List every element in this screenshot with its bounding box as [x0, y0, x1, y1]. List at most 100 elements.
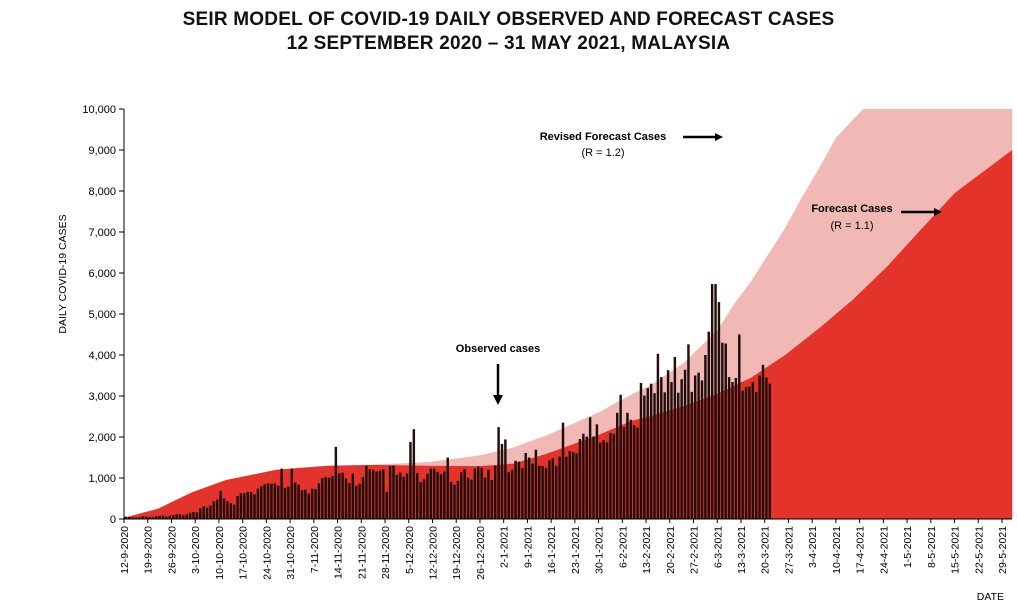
observed-bar [205, 507, 209, 519]
x-tick-label: 17-10-2020 [238, 526, 250, 580]
observed-bar [348, 482, 351, 519]
observed-bar [653, 393, 656, 519]
forecast-areas [124, 109, 1013, 519]
observed-bar [521, 468, 524, 519]
observed-bar [297, 484, 300, 519]
observed-bar [256, 488, 260, 519]
observed-bar [436, 471, 439, 519]
x-tick-label: 24-4-2021 [878, 526, 890, 574]
observed-bar [354, 485, 358, 519]
observed-bar [195, 512, 199, 519]
observed-bar [321, 478, 324, 519]
observed-bar [449, 482, 453, 519]
observed-bar [209, 505, 212, 519]
observed-bar [477, 466, 480, 519]
observed-bar [287, 486, 290, 519]
observed-bar [629, 419, 633, 519]
observed-bar [585, 436, 588, 519]
observed-bar [138, 517, 141, 519]
y-tick-label: 3,000 [88, 391, 116, 403]
x-tick-label: 7-11-2020 [309, 526, 321, 573]
observed-bar [656, 353, 660, 519]
x-tick-label: 8-5-2021 [926, 526, 938, 568]
observed-bar [480, 467, 483, 519]
observed-bar [229, 503, 232, 519]
observed-bar [622, 427, 626, 519]
observed-bar [134, 517, 138, 519]
observed-bar [327, 477, 331, 519]
y-tick-labels: 0 1,000 2,000 3,000 4,000 5,000 6,000 7,000 8,00… [57, 104, 116, 526]
observed-bar [171, 515, 175, 519]
observed-bar [643, 395, 646, 519]
x-tick-label: 19-9-2020 [143, 526, 155, 574]
x-tick-label: 6-2-2021 [617, 526, 629, 568]
observed-bar [497, 427, 500, 519]
observed-bar [677, 392, 680, 519]
observed-bar [307, 493, 310, 519]
observed-bar [429, 468, 433, 519]
x-tick-label: 12-12-2020 [428, 526, 440, 580]
observed-bar [253, 494, 256, 519]
observed-bar [127, 516, 131, 519]
observed-bar [216, 499, 219, 519]
observed-bar [283, 487, 287, 519]
observed-bar [405, 473, 409, 519]
observed-bar [693, 375, 697, 519]
y-tick-label: 2,000 [88, 432, 116, 444]
observed-bars [124, 284, 772, 519]
observed-bar [239, 493, 243, 519]
observed-arrow-head [493, 395, 503, 405]
x-tick-label: 19-12-2020 [451, 526, 463, 580]
observed-bar [161, 515, 165, 519]
observed-bar [561, 422, 565, 519]
x-tick-label: 3-10-2020 [190, 526, 202, 574]
observed-bar [399, 472, 402, 519]
observed-bar [673, 357, 677, 519]
observed-bar [226, 501, 229, 519]
observed-bar [517, 461, 521, 519]
observed-bar [744, 386, 748, 519]
y-tick-label: 1,000 [88, 473, 116, 485]
observed-bar [310, 488, 314, 519]
observed-bar [748, 386, 751, 519]
observed-bar [588, 417, 592, 519]
observed-bar [368, 469, 371, 519]
observed-bar [148, 517, 151, 519]
observed-bar [358, 483, 361, 519]
observed-bar [639, 382, 643, 519]
observed-bar [616, 412, 619, 519]
observed-bar [500, 443, 504, 519]
observed-bar [544, 467, 548, 519]
observed-bar [168, 515, 171, 519]
observed-bar [165, 516, 168, 519]
observed-bar [527, 457, 531, 519]
y-tick-label: 5,000 [88, 309, 116, 321]
observed-bar [660, 377, 663, 519]
observed-bar [710, 284, 714, 519]
x-tick-labels: 12-9-2020 19-9-2020 26-9-2020 3-10-2020 10-1… [119, 526, 1009, 603]
observed-bar [412, 429, 416, 519]
observed-bar [338, 473, 341, 519]
observed-bar [504, 439, 507, 519]
observed-bar [636, 427, 639, 519]
observed-bar [565, 456, 568, 519]
observed-bar [402, 476, 405, 519]
y-tick-label: 8,000 [88, 186, 116, 198]
observed-bar [243, 493, 246, 519]
annotations: Observed cases Revised Forecast Cases (R =… [456, 131, 942, 405]
observed-bar [568, 450, 571, 519]
observed-bar [219, 490, 222, 519]
observed-bar [199, 508, 202, 519]
observed-bar [738, 334, 741, 519]
x-tick-label: 27-2-2021 [689, 526, 701, 574]
observed-bar [182, 515, 185, 519]
observed-bar [680, 379, 683, 519]
observed-bar [422, 479, 426, 519]
observed-bar [751, 382, 755, 519]
observed-bar [432, 468, 436, 519]
y-tick-label: 6,000 [88, 268, 116, 280]
x-tick-label: 30-1-2021 [594, 526, 606, 574]
observed-bar [395, 474, 399, 519]
observed-bar [734, 377, 738, 519]
observed-bar [697, 372, 700, 519]
